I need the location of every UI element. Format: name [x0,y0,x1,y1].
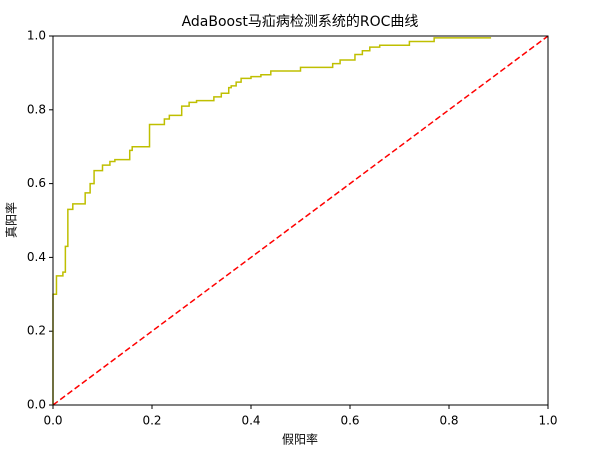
x-axis-label: 假阳率 [282,432,318,447]
y-axis-label: 真阳率 [4,202,19,238]
y-tick-label: 0.6 [27,176,46,190]
x-tick-label: 0.6 [340,414,359,428]
y-tick-label: 1.0 [27,29,46,43]
x-tick-label: 0.0 [43,414,62,428]
x-tick-label: 0.2 [142,414,161,428]
series-line [52,35,549,406]
series-line [52,37,492,405]
x-tick-label: 0.4 [241,414,260,428]
y-tick-label: 0.8 [27,102,46,116]
x-tick-label: 1.0 [538,414,557,428]
x-tick-label: 0.8 [439,414,458,428]
chart-title: AdaBoost马疝病检测系统的ROC曲线 [182,14,419,30]
y-tick-label: 0.2 [27,324,46,338]
y-tick-label: 0.4 [27,250,46,264]
plot-frame [52,35,549,406]
y-tick-label: 0.0 [27,398,46,412]
